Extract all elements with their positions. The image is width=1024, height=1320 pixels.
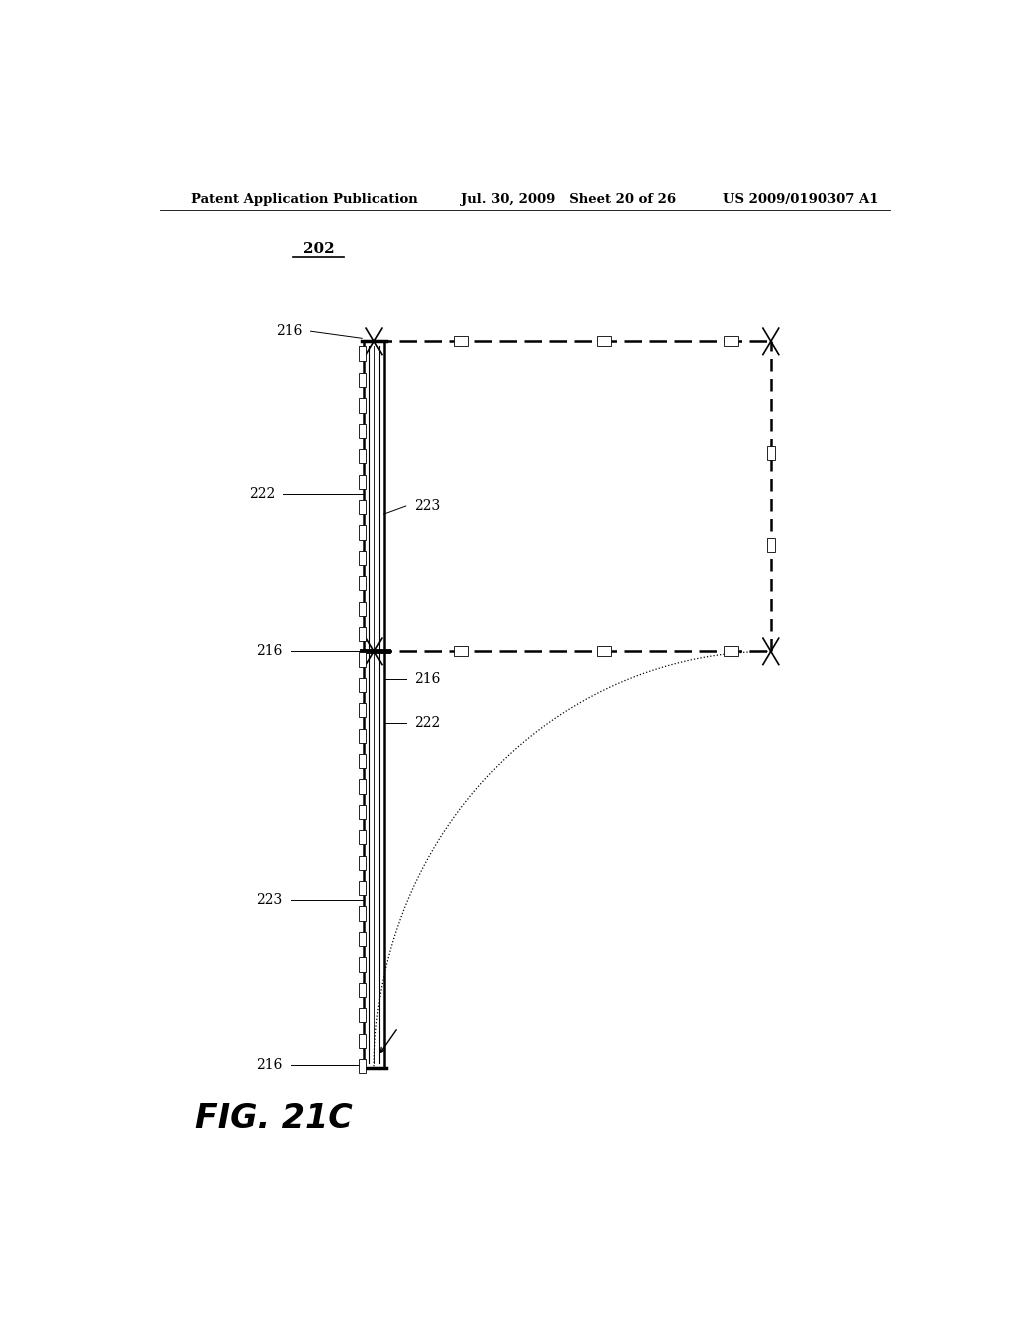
Text: 223: 223 bbox=[414, 499, 440, 513]
Bar bbox=[359, 1034, 367, 1048]
Bar bbox=[359, 550, 367, 565]
Bar bbox=[359, 932, 367, 946]
Bar bbox=[359, 372, 367, 387]
Bar bbox=[359, 346, 367, 360]
Bar bbox=[359, 424, 367, 438]
Bar bbox=[359, 855, 367, 870]
Bar bbox=[359, 500, 367, 515]
Text: 223: 223 bbox=[256, 894, 283, 907]
Bar bbox=[724, 647, 738, 656]
Text: 216: 216 bbox=[256, 644, 283, 659]
Bar bbox=[359, 830, 367, 845]
Text: 216: 216 bbox=[276, 325, 303, 338]
Bar bbox=[359, 677, 367, 692]
Bar bbox=[359, 1008, 367, 1022]
Bar bbox=[767, 537, 775, 552]
Bar bbox=[455, 647, 468, 656]
Text: FIG. 21C: FIG. 21C bbox=[196, 1102, 353, 1135]
Bar bbox=[359, 957, 367, 972]
Bar bbox=[359, 907, 367, 921]
Bar bbox=[359, 602, 367, 615]
Bar bbox=[597, 337, 611, 346]
Text: 216: 216 bbox=[256, 1059, 283, 1072]
Bar bbox=[359, 627, 367, 642]
Bar bbox=[359, 880, 367, 895]
Text: 222: 222 bbox=[249, 487, 274, 500]
Bar bbox=[724, 337, 738, 346]
Text: 202: 202 bbox=[303, 242, 334, 256]
Bar bbox=[359, 704, 367, 718]
Text: 216: 216 bbox=[414, 672, 440, 686]
Bar bbox=[359, 729, 367, 743]
Bar bbox=[359, 779, 367, 793]
Text: Jul. 30, 2009   Sheet 20 of 26: Jul. 30, 2009 Sheet 20 of 26 bbox=[461, 193, 677, 206]
Text: US 2009/0190307 A1: US 2009/0190307 A1 bbox=[723, 193, 879, 206]
Bar bbox=[767, 446, 775, 461]
Bar bbox=[359, 525, 367, 540]
Bar bbox=[359, 754, 367, 768]
Text: 222: 222 bbox=[414, 715, 440, 730]
Bar bbox=[455, 337, 468, 346]
Bar bbox=[597, 647, 611, 656]
Bar bbox=[359, 474, 367, 488]
Bar bbox=[359, 1059, 367, 1073]
Bar bbox=[359, 652, 367, 667]
Bar bbox=[359, 805, 367, 818]
Bar bbox=[359, 576, 367, 590]
Text: Patent Application Publication: Patent Application Publication bbox=[191, 193, 418, 206]
Bar bbox=[359, 399, 367, 412]
Bar bbox=[359, 982, 367, 997]
Bar bbox=[359, 449, 367, 463]
